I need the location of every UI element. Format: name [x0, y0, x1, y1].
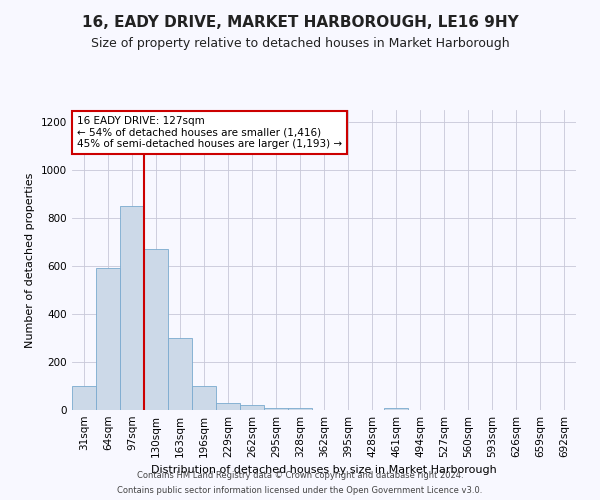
- Bar: [216, 403, 240, 410]
- Text: Contains public sector information licensed under the Open Government Licence v3: Contains public sector information licen…: [118, 486, 482, 495]
- Bar: [264, 408, 288, 410]
- Bar: [288, 408, 312, 410]
- Bar: [96, 268, 120, 410]
- Bar: [384, 408, 408, 410]
- Bar: [240, 405, 264, 410]
- X-axis label: Distribution of detached houses by size in Market Harborough: Distribution of detached houses by size …: [151, 466, 497, 475]
- Bar: [168, 338, 192, 410]
- Bar: [192, 386, 216, 410]
- Bar: [120, 206, 144, 410]
- Text: 16 EADY DRIVE: 127sqm
← 54% of detached houses are smaller (1,416)
45% of semi-d: 16 EADY DRIVE: 127sqm ← 54% of detached …: [77, 116, 342, 149]
- Y-axis label: Number of detached properties: Number of detached properties: [25, 172, 35, 348]
- Text: 16, EADY DRIVE, MARKET HARBOROUGH, LE16 9HY: 16, EADY DRIVE, MARKET HARBOROUGH, LE16 …: [82, 15, 518, 30]
- Bar: [72, 386, 96, 410]
- Text: Size of property relative to detached houses in Market Harborough: Size of property relative to detached ho…: [91, 38, 509, 51]
- Text: Contains HM Land Registry data © Crown copyright and database right 2024.: Contains HM Land Registry data © Crown c…: [137, 471, 463, 480]
- Bar: [144, 249, 168, 410]
